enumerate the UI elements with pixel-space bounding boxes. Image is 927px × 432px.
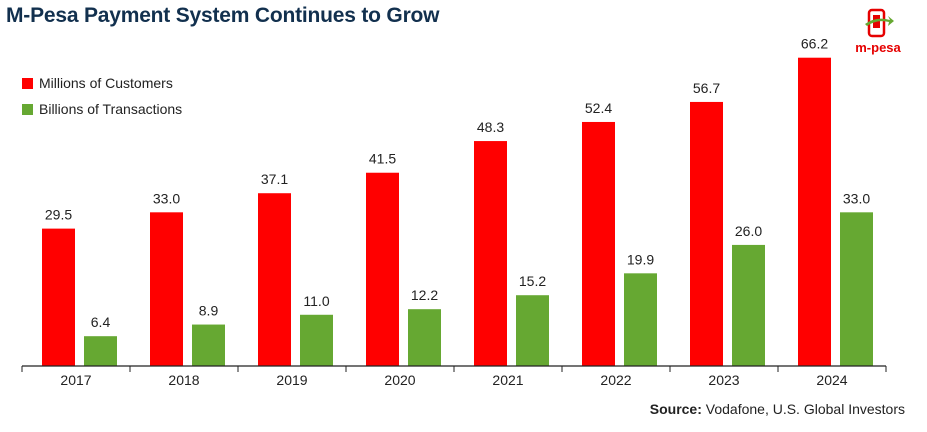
data-label-transactions-2020: 12.2 — [411, 287, 438, 303]
bar-customers-2024 — [798, 57, 831, 366]
data-label-customers-2024: 66.2 — [801, 36, 828, 52]
bar-transactions-2021 — [516, 295, 549, 366]
data-label-transactions-2021: 15.2 — [519, 273, 546, 289]
legend-item-customers: Millions of Customers — [22, 70, 182, 96]
source-label: Source: — [649, 401, 702, 417]
legend-label-transactions: Billions of Transactions — [39, 101, 183, 117]
data-label-customers-2022: 52.4 — [585, 100, 612, 116]
legend-item-transactions: Billions of Transactions — [22, 96, 182, 122]
bar-transactions-2019 — [300, 314, 333, 366]
data-label-customers-2020: 41.5 — [369, 151, 396, 167]
data-label-transactions-2023: 26.0 — [735, 223, 762, 239]
bar-transactions-2017 — [84, 336, 117, 366]
data-label-customers-2017: 29.5 — [45, 207, 72, 223]
data-label-transactions-2024: 33.0 — [843, 190, 870, 206]
data-label-customers-2019: 37.1 — [261, 171, 288, 187]
x-tick-label-2020: 2020 — [384, 372, 415, 388]
legend-swatch-transactions — [22, 103, 33, 115]
data-label-transactions-2018: 8.9 — [199, 303, 219, 319]
bar-transactions-2023 — [732, 244, 765, 366]
bar-customers-2023 — [690, 101, 723, 366]
x-tick-label-2018: 2018 — [168, 372, 199, 388]
data-label-transactions-2022: 19.9 — [627, 251, 654, 267]
x-tick-label-2019: 2019 — [276, 372, 307, 388]
logo-text: m-pesa — [855, 40, 901, 55]
x-tick-label-2022: 2022 — [600, 372, 631, 388]
legend: Millions of Customers Billions of Transa… — [22, 70, 182, 122]
bar-customers-2018 — [150, 212, 183, 366]
bar-transactions-2020 — [408, 309, 441, 366]
mpesa-logo: m-pesa — [848, 6, 908, 58]
bar-customers-2020 — [366, 172, 399, 366]
bar-customers-2022 — [582, 121, 615, 366]
data-label-transactions-2017: 6.4 — [91, 314, 111, 330]
phone-with-arrow-icon — [865, 8, 894, 38]
data-label-customers-2021: 48.3 — [477, 119, 504, 135]
bar-customers-2019 — [258, 193, 291, 366]
data-label-customers-2023: 56.7 — [693, 80, 720, 96]
x-tick-label-2017: 2017 — [60, 372, 91, 388]
x-tick-label-2023: 2023 — [708, 372, 739, 388]
legend-label-customers: Millions of Customers — [39, 75, 173, 91]
source-note: Source: Vodafone, U.S. Global Investors — [650, 401, 905, 417]
x-tick-label-2021: 2021 — [492, 372, 523, 388]
bar-customers-2021 — [474, 141, 507, 366]
data-label-transactions-2019: 11.0 — [303, 293, 329, 309]
chart-title: M-Pesa Payment System Continues to Grow — [6, 4, 440, 27]
bar-transactions-2024 — [840, 212, 873, 366]
bar-transactions-2018 — [192, 324, 225, 366]
bar-transactions-2022 — [624, 273, 657, 366]
legend-swatch-customers — [22, 77, 33, 89]
bar-customers-2017 — [42, 228, 75, 366]
source-text: Vodafone, U.S. Global Investors — [705, 401, 905, 417]
data-label-customers-2018: 33.0 — [153, 190, 180, 206]
x-tick-label-2024: 2024 — [816, 372, 847, 388]
